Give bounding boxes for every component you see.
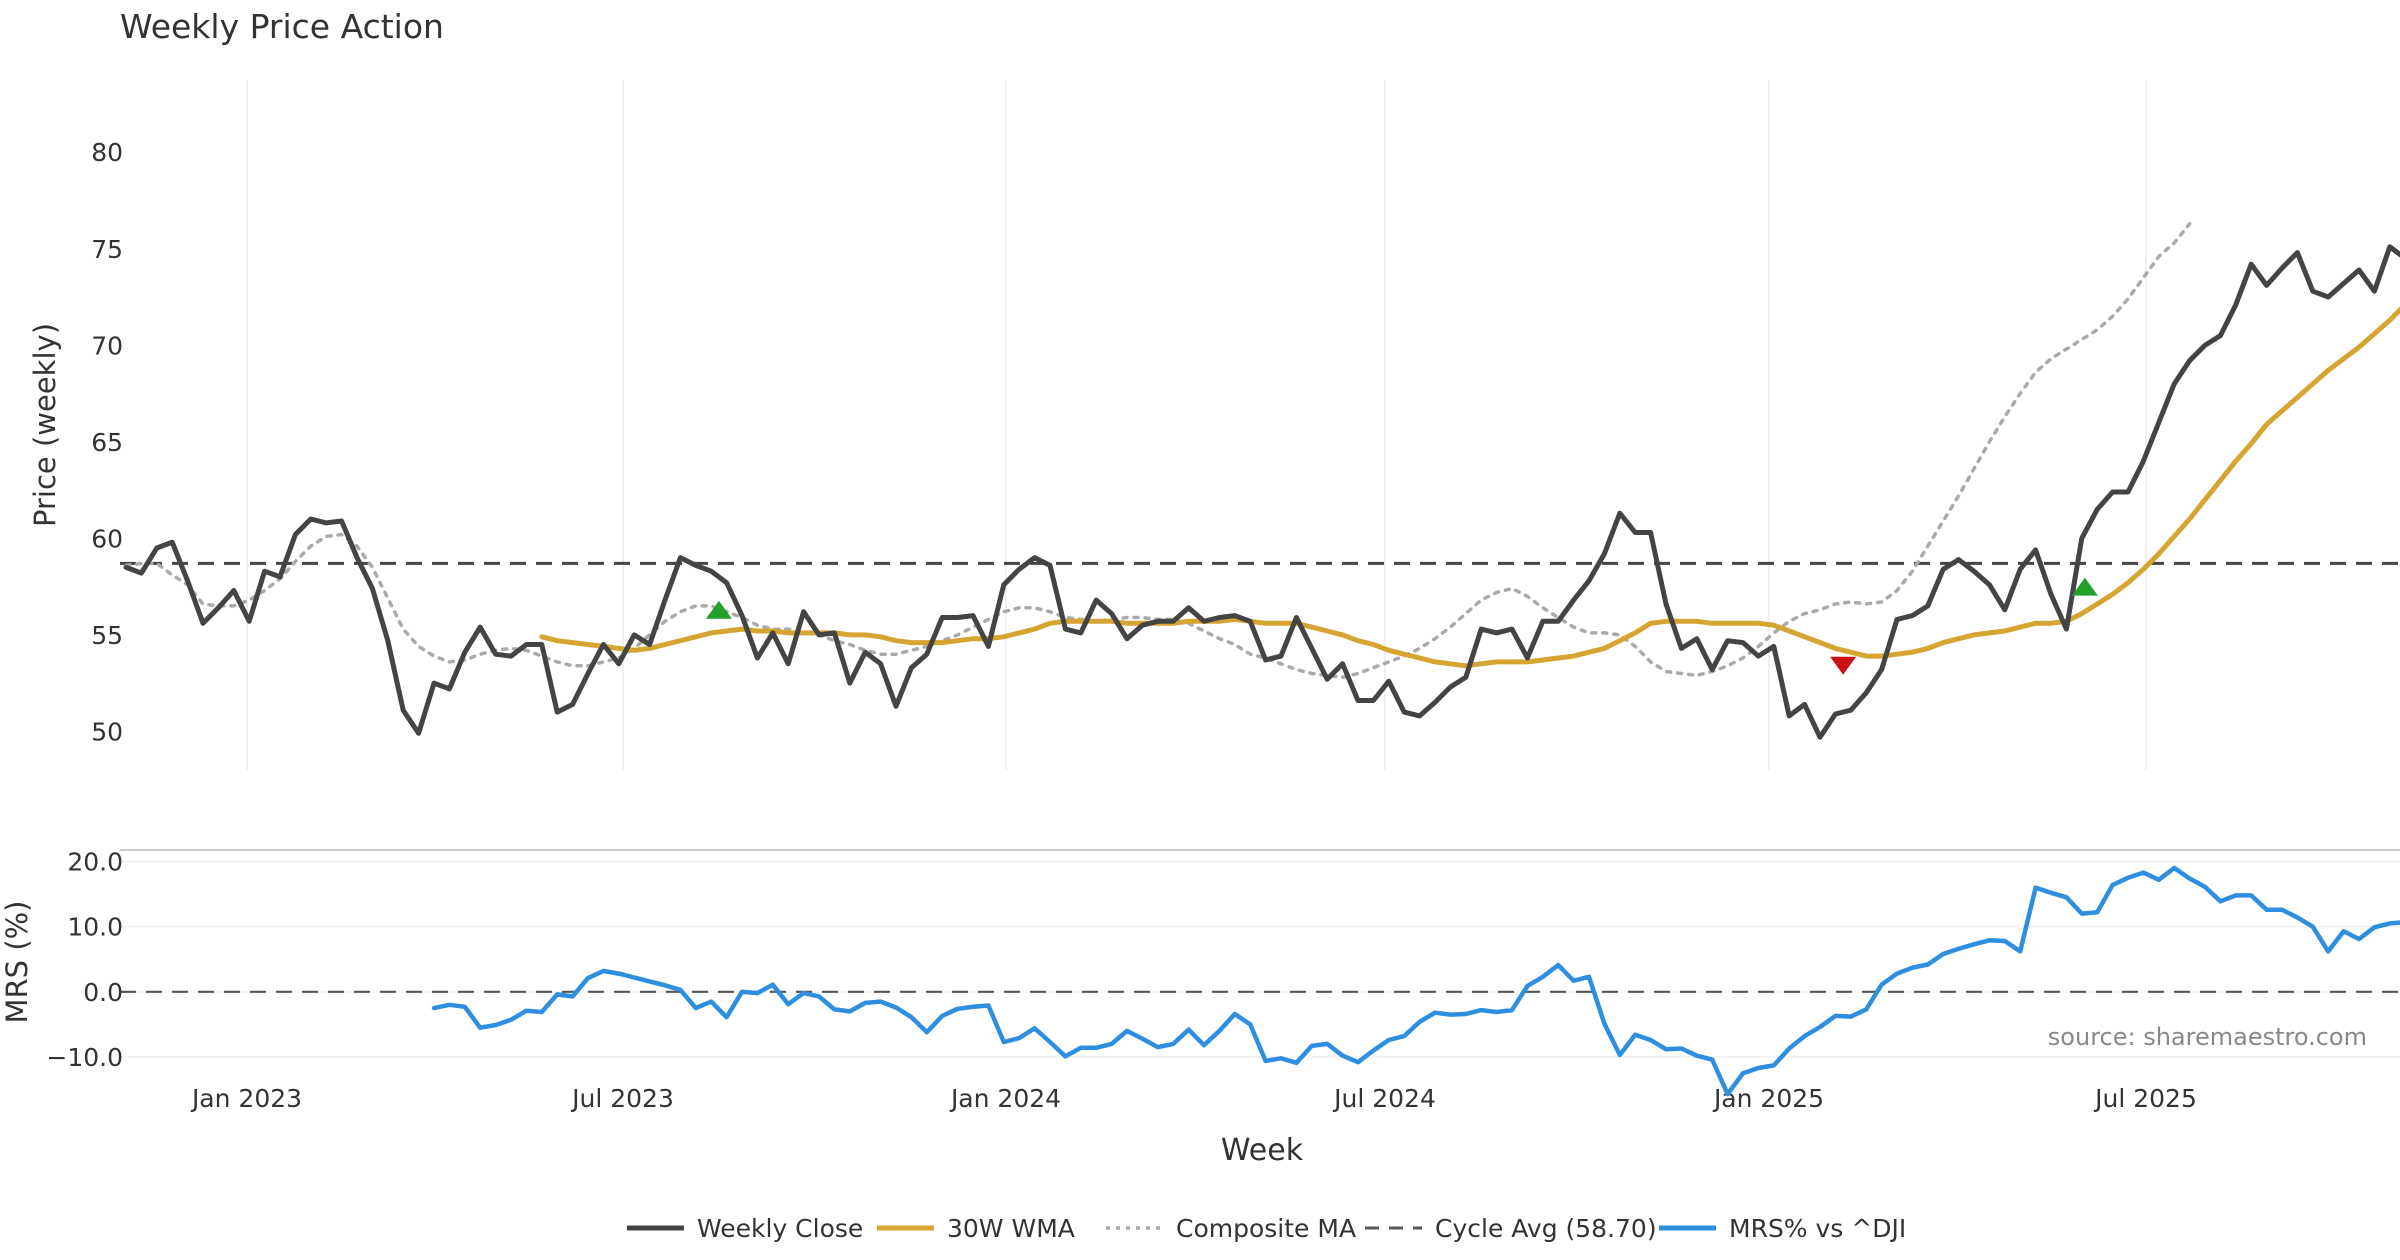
price-y-tick-label: 60 [91, 524, 123, 553]
mrs-y-tick-label: 10.0 [67, 913, 123, 942]
mrs-grid [120, 860, 2400, 1058]
legend-label: MRS% vs ^DJI [1729, 1214, 1906, 1243]
x-tick-label: Jul 2025 [2093, 1084, 2197, 1113]
legend-item-mrs-vs-dji: MRS% vs ^DJI [1659, 1214, 1906, 1243]
price-y-tick-label: 75 [91, 235, 123, 264]
buy-signal-marker [2071, 577, 2098, 596]
series-30w-wma [539, 306, 2400, 669]
sell-signal-marker [1830, 656, 1857, 675]
x-tick-label: Jul 2023 [570, 1084, 674, 1113]
legend-item-composite-ma: Composite MA [1106, 1214, 1356, 1243]
legend-label: Weekly Close [697, 1214, 863, 1243]
source-note: source: sharemaestro.com [2048, 1023, 2367, 1051]
legend: Weekly Close 30W WMA Composite MA Cycle Avg… [627, 1214, 1906, 1243]
mrs-y-tick-label: 20.0 [67, 848, 123, 877]
buy-signal-marker [705, 600, 732, 619]
x-tick-label: Jul 2024 [1332, 1084, 1436, 1113]
series-weekly-close [123, 244, 2400, 740]
mrs-y-tick-label: 0.0 [83, 978, 123, 1007]
x-tick-label: Jan 2025 [1712, 1084, 1824, 1113]
price-y-ticks: 50 55 60 65 70 75 80 [91, 138, 123, 746]
price-series [120, 221, 2400, 740]
price-y-tick-label: 55 [91, 621, 123, 650]
x-ticks: Jan 2023 Jul 2023 Jan 2024 Jul 2024 Jan 2025… [190, 1084, 2197, 1113]
series-composite-ma [124, 221, 2192, 680]
series-mrs-vs-dji [431, 865, 2400, 1097]
legend-item-30w-wma: 30W WMA [877, 1214, 1075, 1243]
x-tick-label: Jan 2023 [190, 1084, 302, 1113]
mrs-y-ticks: 20.0 10.0 0.0 −10.0 [46, 848, 123, 1072]
price-y-tick-label: 70 [91, 331, 123, 360]
mrs-y-axis-label: MRS (%) [0, 901, 34, 1024]
mrs-series [431, 865, 2400, 1097]
x-tick-label: Jan 2024 [949, 1084, 1061, 1113]
legend-label: Cycle Avg (58.70) [1435, 1214, 1657, 1243]
mrs-y-tick-label: −10.0 [46, 1043, 123, 1072]
legend-item-cycle-avg-58-70: Cycle Avg (58.70) [1365, 1214, 1657, 1243]
price-y-tick-label: 65 [91, 428, 123, 457]
price-grid [246, 80, 2147, 770]
legend-label: 30W WMA [947, 1214, 1075, 1243]
price-y-tick-label: 50 [91, 717, 123, 746]
signal-markers [705, 577, 2098, 675]
price-y-axis-label: Price (weekly) [28, 323, 62, 527]
legend-item-weekly-close: Weekly Close [627, 1214, 863, 1243]
x-axis-label: Week [1221, 1133, 1304, 1168]
legend-label: Composite MA [1176, 1214, 1356, 1243]
price-y-tick-label: 80 [91, 138, 123, 167]
chart-title: Weekly Price Action [120, 7, 444, 46]
